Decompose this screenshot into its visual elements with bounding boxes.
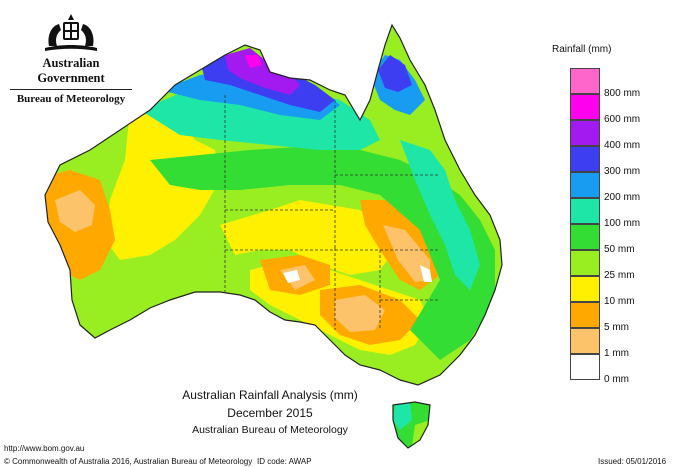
government-logo: Australian Government Bureau of Meteorol… [10, 10, 132, 105]
australian-government-text: Australian Government [10, 56, 132, 90]
legend-swatch [570, 68, 600, 94]
issued-date-text: Issued: 05/01/2016 [598, 457, 667, 466]
id-code-text: ID code: AWAP [257, 457, 312, 466]
map-period: December 2015 [227, 406, 313, 420]
legend-label: 10 mm [604, 296, 635, 307]
bureau-of-meteorology-text: Bureau of Meteorology [16, 93, 126, 105]
legend-title: Rainfall (mm) [552, 44, 612, 55]
commonwealth-coat-of-arms-icon [45, 14, 97, 51]
legend-label: 0 mm [604, 374, 629, 385]
legend-label: 400 mm [604, 140, 641, 151]
legend-label: 25 mm [604, 270, 635, 281]
legend-label: 600 mm [604, 114, 641, 125]
legend-swatch [570, 146, 600, 172]
legend-swatch [570, 198, 600, 224]
legend-swatch [570, 302, 600, 328]
legend-swatch [570, 94, 600, 120]
legend-label: 5 mm [604, 322, 629, 333]
copyright-text: © Commonwealth of Australia 2016, Austra… [4, 457, 253, 466]
legend-swatch [570, 250, 600, 276]
legend-label: 100 mm [604, 218, 641, 229]
legend-label: 800 mm [604, 88, 641, 99]
legend-label: 50 mm [604, 244, 635, 255]
map-source: Australian Bureau of Meteorology [192, 424, 348, 436]
legend-swatch [570, 276, 600, 302]
legend-label: 200 mm [604, 192, 641, 203]
bom-url-link[interactable]: http://www.bom.gov.au [4, 444, 85, 453]
legend-swatch [570, 354, 600, 380]
map-title: Australian Rainfall Analysis (mm) [182, 388, 358, 402]
legend-swatch [570, 120, 600, 146]
legend-label: 1 mm [604, 348, 629, 359]
legend-swatch [570, 172, 600, 198]
legend-swatch [570, 328, 600, 354]
legend-label: 300 mm [604, 166, 641, 177]
legend-swatch [570, 224, 600, 250]
